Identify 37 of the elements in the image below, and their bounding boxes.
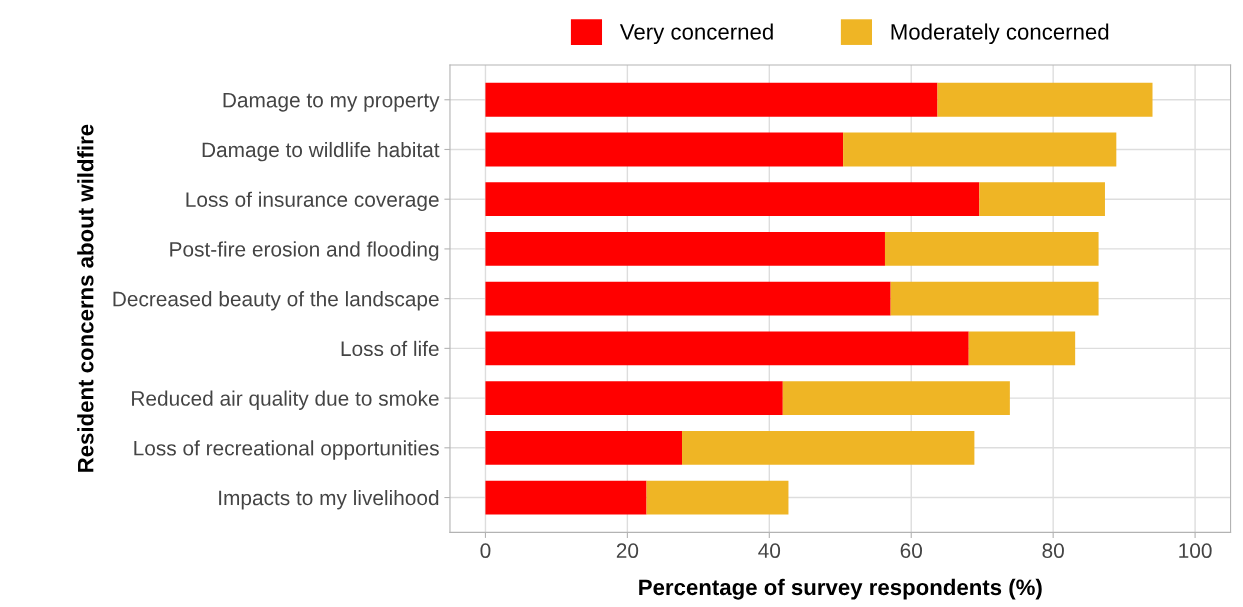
legend-label: Moderately concerned xyxy=(891,23,1109,45)
bar xyxy=(485,480,647,515)
bar xyxy=(968,331,1076,366)
bar xyxy=(485,232,885,266)
x-tick-label: 60 xyxy=(900,543,922,559)
y-tick-label: Loss of life xyxy=(341,340,439,357)
bar xyxy=(884,232,1099,266)
bar xyxy=(682,430,975,465)
legend-label: Very concerned xyxy=(619,23,773,45)
x-tick-label: 0 xyxy=(480,543,491,559)
y-tick-label: Post-fire erosion and flooding xyxy=(170,241,439,261)
bar xyxy=(843,132,1117,167)
y-tick-label: Loss of insurance coverage xyxy=(186,191,439,212)
bar xyxy=(979,182,1105,217)
y-axis-title: Resident concerns about wildfire xyxy=(77,124,94,472)
x-axis-title: Percentage of survey respondents (%) xyxy=(639,578,1042,600)
bar xyxy=(485,281,891,316)
y-tick-label: Loss of recreational opportunities xyxy=(134,440,439,460)
y-tick-label: Decreased beauty of the landscape xyxy=(113,291,439,311)
bar xyxy=(890,281,1099,316)
bar xyxy=(485,182,980,217)
bar xyxy=(485,82,938,117)
bar xyxy=(937,82,1153,117)
bar xyxy=(485,331,969,366)
bar xyxy=(782,381,1010,415)
x-tick-label: 40 xyxy=(758,543,781,559)
bar xyxy=(485,132,844,167)
x-tick-label: 100 xyxy=(1179,543,1212,559)
bar xyxy=(646,480,789,515)
x-tick-label: 80 xyxy=(1042,543,1064,559)
y-tick-label: Impacts to my livelihood xyxy=(219,489,439,510)
x-tick-label: 20 xyxy=(616,543,639,559)
y-tick-label: Reduced air quality due to smoke xyxy=(132,390,439,410)
y-tick-label: Damage to my property xyxy=(223,92,440,112)
y-tick-label: Damage to wildlife habitat xyxy=(202,141,440,162)
bar xyxy=(485,381,783,415)
bar xyxy=(485,430,683,465)
